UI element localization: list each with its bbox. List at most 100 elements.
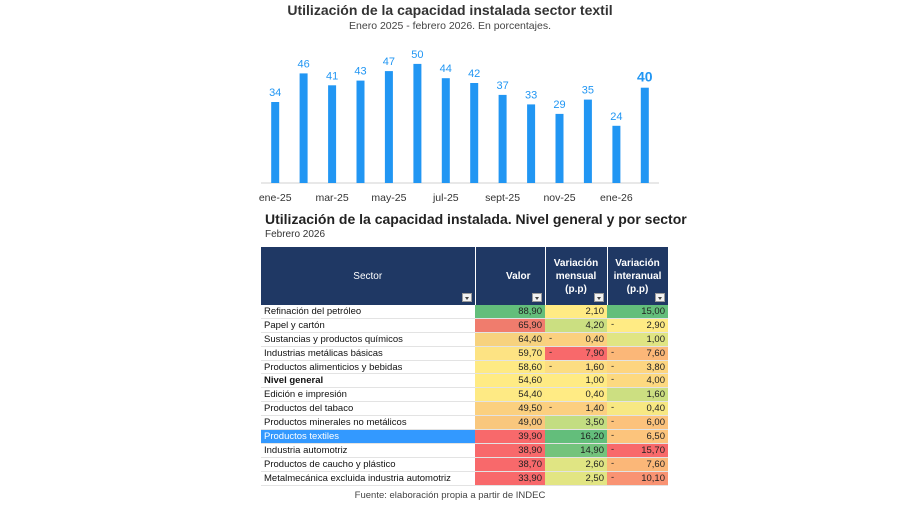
table-body: Refinación del petróleo 88,90 2,10 15,00 Pap… [261, 305, 668, 486]
x-tick-label-jul-25: jul-25 [432, 192, 459, 204]
bar-dic-25 [583, 99, 592, 183]
filter-dropdown-icon[interactable] [461, 293, 472, 302]
cell-interanual: - 6,00 [607, 415, 668, 431]
negative-sign: - [611, 471, 615, 483]
header-sector-label: Sector [353, 270, 383, 282]
cell-mensual-value: 2,60 [585, 458, 605, 470]
cell-valor-value: 64,40 [518, 333, 542, 345]
cell-valor-value: 54,60 [518, 375, 542, 387]
cell-mensual-value: 2,10 [585, 305, 605, 317]
cell-interanual: 1,60 [607, 387, 668, 403]
negative-sign: - [549, 346, 553, 358]
cell-mensual-value: 7,90 [585, 347, 605, 359]
data-label-feb-26: 40 [637, 69, 653, 85]
negative-sign: - [611, 416, 615, 428]
cell-mensual-value: 0,40 [585, 333, 605, 345]
cell-mensual: - 1,60 [545, 360, 607, 375]
table-row: Productos de caucho y plástico 38,70 2,60-… [261, 457, 668, 472]
table-row: Papel y cartón 65,90 4,20- 2,90 [261, 318, 668, 333]
cell-sector: Productos alimenticios y bebidas [261, 360, 475, 375]
cell-valor: 38,90 [475, 443, 545, 458]
table-row: Sustancias y productos químicos 64,40- 0,4… [261, 332, 668, 347]
cell-interanual: - 7,60 [607, 457, 668, 472]
cell-valor-value: 59,70 [518, 347, 542, 359]
bar-oct-25 [527, 104, 536, 183]
table-row: Industrias metálicas básicas 59,70-7,90-7… [261, 346, 668, 361]
bar-sept-25 [498, 94, 507, 183]
cell-interanual-value: 6,50 [646, 430, 666, 442]
cell-interanual-value: 1,00 [646, 333, 666, 345]
table-title: Utilización de la capacidad instalada. N… [265, 211, 687, 227]
header-mensual-l3: (p.p) [565, 283, 587, 295]
filter-dropdown-icon[interactable] [593, 293, 604, 302]
negative-sign: - [611, 430, 615, 442]
x-tick-label-ene-25: ene-25 [259, 192, 292, 204]
cell-interanual-value: 3,80 [646, 361, 666, 373]
data-label-oct-25: 33 [525, 89, 537, 101]
cell-mensual: - 0,40 [545, 332, 607, 347]
cell-sector: Metalmecánica excluida industria automot… [261, 471, 475, 486]
cell-valor: 65,90 [475, 318, 545, 333]
cell-valor-value: 49,50 [518, 403, 542, 415]
cell-valor-value: 65,90 [518, 319, 542, 331]
negative-sign: - [611, 318, 615, 330]
cell-interanual-value: 6,00 [646, 417, 666, 429]
cell-valor: 64,40 [475, 332, 545, 347]
bar-feb-25 [299, 73, 308, 183]
cell-interanual: - 15,70 [607, 443, 668, 458]
table-row: Nivel general 54,60 1,00- 4,00 [261, 373, 668, 389]
cell-sector: Productos minerales no metálicos [261, 415, 475, 431]
header-mensual-l2: mensual [555, 270, 597, 282]
cell-mensual-value: 0,40 [585, 389, 605, 401]
filter-dropdown-icon[interactable] [654, 293, 665, 302]
data-label-jul-25: 44 [440, 63, 452, 75]
x-tick-label-ene-26: ene-26 [600, 192, 633, 204]
cell-mensual: - 7,90 [545, 346, 607, 361]
table-row: Industria automotriz 38,90 14,90- 15,70 [261, 443, 668, 458]
negative-sign: - [549, 332, 553, 344]
cell-valor: 88,90 [475, 305, 545, 319]
cell-sector: Productos de caucho y plástico [261, 457, 475, 472]
cell-interanual-value: 15,70 [641, 444, 665, 456]
table-header-row: Sector Valor Variación mensual (p.p) Var… [261, 247, 669, 305]
cell-interanual: 1,00 [607, 332, 668, 347]
data-label-may-25: 47 [383, 56, 395, 68]
table-row: Refinación del petróleo 88,90 2,10 15,00 [261, 305, 668, 319]
cell-interanual: 15,00 [607, 305, 668, 319]
cell-valor-value: 88,90 [518, 305, 542, 317]
cell-mensual: 2,50 [545, 471, 607, 486]
header-valor-label: Valor [506, 270, 531, 282]
cell-valor-value: 38,90 [518, 444, 542, 456]
cell-mensual-value: 2,50 [585, 472, 605, 484]
negative-sign: - [611, 402, 615, 414]
table-row: Productos minerales no metálicos 49,00 3,5… [261, 415, 668, 431]
bar-abr-25 [356, 80, 365, 183]
bar-feb-26 [640, 87, 649, 183]
bar-jul-25 [441, 78, 450, 183]
cell-mensual-value: 1,60 [585, 361, 605, 373]
header-interanual-l1: Variación [615, 257, 660, 269]
sort-filter-icon[interactable] [531, 293, 542, 302]
cell-valor-value: 39,90 [518, 430, 542, 442]
cell-mensual: 2,10 [545, 305, 607, 319]
cell-interanual: - 3,80 [607, 360, 668, 375]
cell-valor-value: 58,60 [518, 361, 542, 373]
bar-ago-25 [470, 83, 479, 183]
x-tick-label-may-25: may-25 [371, 192, 406, 204]
header-interanual-l3: (p.p) [626, 283, 649, 295]
cell-mensual-value: 16,20 [580, 430, 604, 442]
bar-mar-25 [328, 85, 337, 183]
data-label-nov-25: 29 [553, 99, 565, 111]
sector-table-wrap: Sector Valor Variación mensual (p.p) Var… [261, 247, 669, 486]
bar-nov-25 [555, 113, 564, 183]
cell-mensual-value: 4,20 [585, 319, 605, 331]
table-row: Productos del tabaco 49,50-1,40-0,40 [261, 401, 668, 417]
cell-interanual: - 10,10 [607, 471, 668, 486]
cell-interanual: - 0,40 [607, 401, 668, 417]
cell-mensual-value: 3,50 [585, 417, 605, 429]
cell-sector: Productos textiles [261, 429, 475, 444]
data-label-ago-25: 42 [468, 68, 480, 80]
x-tick-label-mar-25: mar-25 [315, 192, 348, 204]
cell-valor: 54,40 [475, 387, 545, 403]
cell-valor-value: 49,00 [518, 417, 542, 429]
